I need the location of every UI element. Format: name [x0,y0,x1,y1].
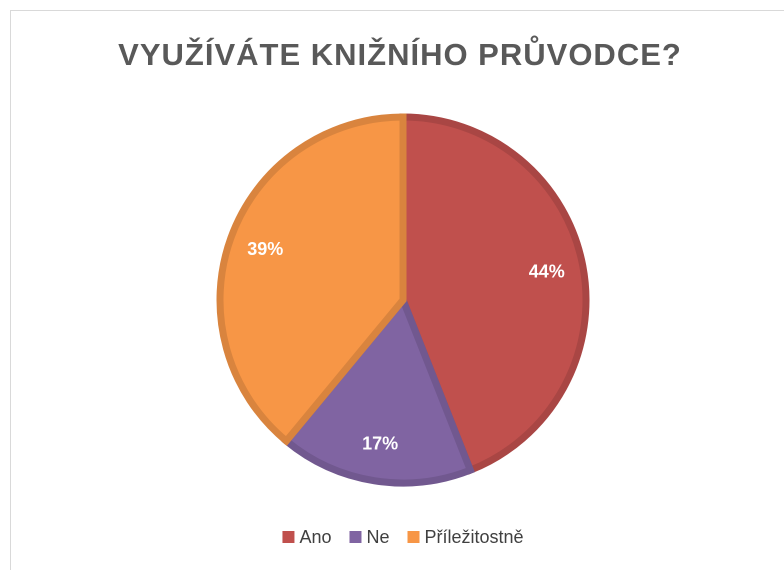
legend-label: Ne [366,527,389,547]
pie: 44% 17% 39% [216,113,590,487]
legend: Ano Ne Příležitostně [282,527,524,547]
pie-slice [216,113,407,446]
chart-title: VYUŽÍVÁTE KNIŽNÍHO PRŮVODCE? [118,34,682,72]
value-label: 44% [529,261,565,281]
legend-label: Příležitostně [425,527,524,547]
pie-slice [399,113,590,475]
value-label: 39% [247,239,283,259]
legend-swatch [282,531,295,543]
value-label: 17% [362,433,398,453]
pie-slice [281,293,475,487]
legend-swatch [349,531,362,543]
legend-swatch [407,531,420,543]
legend-label: Ano [299,527,331,547]
